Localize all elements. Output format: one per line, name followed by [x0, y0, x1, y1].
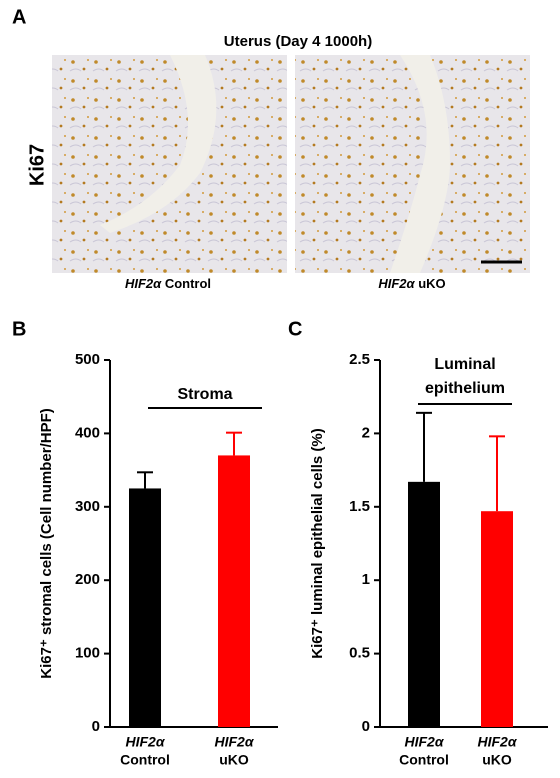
y-axis-label: Ki67⁺ stromal cells (Cell number/HPF) [38, 408, 55, 679]
annotation: Stroma [177, 386, 232, 403]
panel-label: B [12, 318, 26, 340]
x-tick-label: Control [399, 752, 449, 768]
image-label-group: uKO [418, 276, 445, 291]
y-tick-label: 200 [75, 571, 100, 588]
panel-label: A [12, 6, 26, 28]
x-tick-label: uKO [219, 752, 249, 768]
y-tick-label: 2 [362, 424, 370, 441]
x-tick-label: Control [120, 752, 170, 768]
y-tick-label: 300 [75, 498, 100, 515]
y-tick-label: 1.5 [349, 498, 370, 515]
y-axis-label: Ki67⁺ luminal epithelial cells (%) [309, 428, 326, 659]
y-tick-label: 400 [75, 424, 100, 441]
y-tick-label: 500 [75, 351, 100, 368]
image-label-gene: HIF2α [125, 276, 162, 291]
bar [129, 488, 161, 727]
bar [408, 481, 440, 727]
x-tick-label: uKO [482, 752, 512, 768]
x-tick-label: HIF2α [125, 734, 165, 750]
bar [218, 455, 250, 727]
x-tick-label: HIF2α [214, 734, 254, 750]
image-label: HIF2α uKO [378, 276, 445, 291]
y-tick-label: 100 [75, 645, 100, 662]
micrograph [295, 55, 530, 273]
x-tick-label: HIF2α [404, 734, 444, 750]
image-label-group: Control [165, 276, 211, 291]
y-tick-label: 0.5 [349, 645, 370, 662]
row-label: Ki67 [26, 144, 48, 186]
y-tick-label: 1 [362, 571, 370, 588]
annotation: Luminal [434, 356, 495, 373]
y-tick-label: 2.5 [349, 351, 370, 368]
y-tick-label: 0 [362, 718, 370, 735]
image-label: HIF2α Control [125, 276, 211, 291]
micrograph [52, 55, 287, 273]
bar [481, 511, 513, 727]
x-tick-label: HIF2α [477, 734, 517, 750]
y-tick-label: 0 [92, 718, 100, 735]
figure-title: Uterus (Day 4 1000h) [224, 33, 372, 50]
image-label-gene: HIF2α [378, 276, 415, 291]
panel-label: C [288, 318, 302, 340]
annotation: epithelium [425, 380, 505, 397]
